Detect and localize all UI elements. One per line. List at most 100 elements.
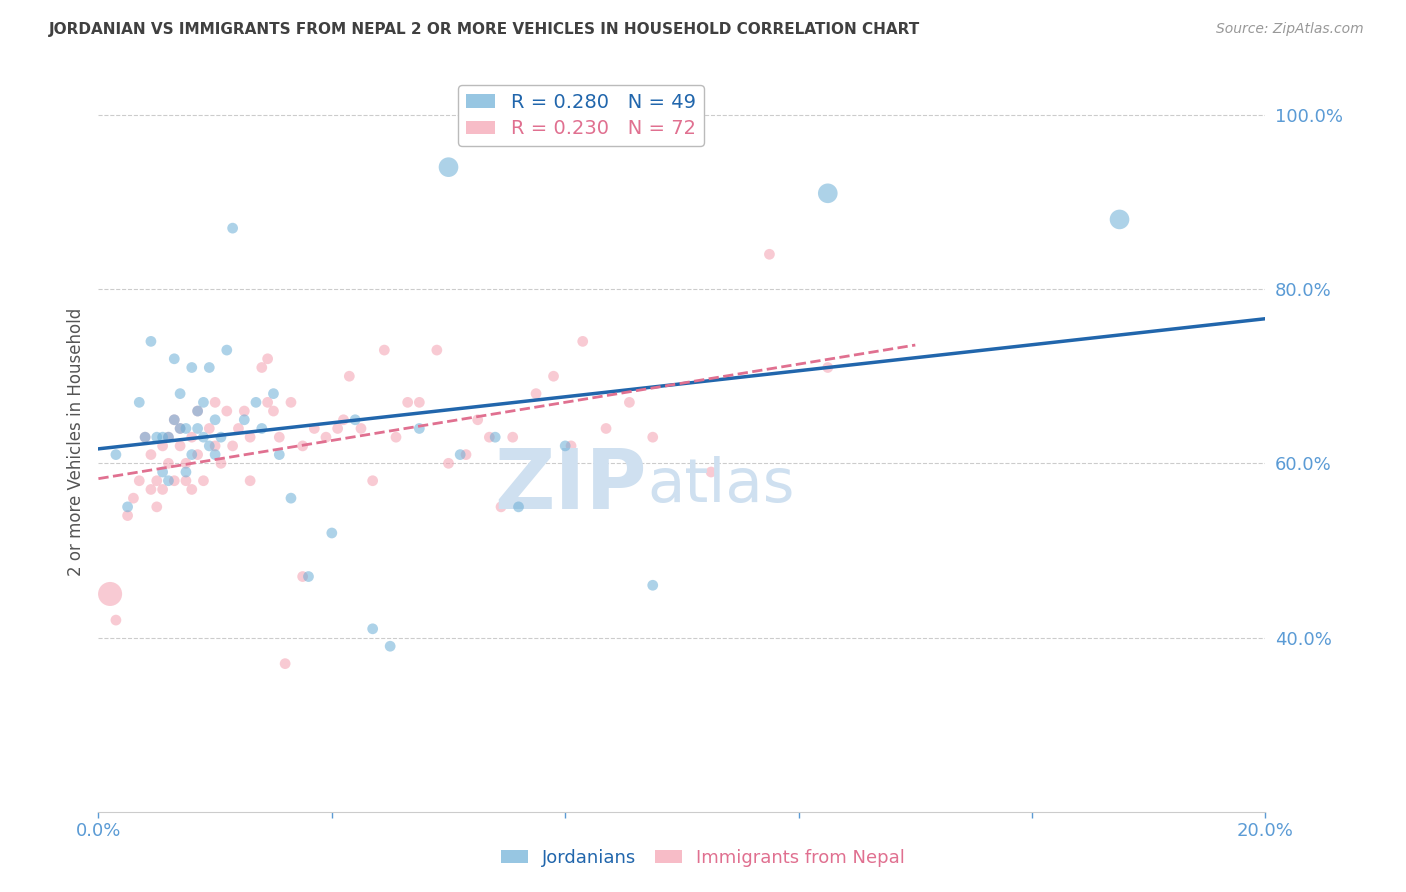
Point [326,421,349,435]
Point [1108,212,1130,227]
Point [122,491,145,505]
Point [291,569,314,583]
Point [139,334,162,349]
Point [269,448,291,462]
Point [198,360,221,375]
Point [641,430,664,444]
Point [221,221,243,235]
Point [180,430,202,444]
Point [478,430,501,444]
Point [350,421,373,435]
Point [274,657,297,671]
Point [321,526,343,541]
Point [280,491,302,505]
Point [152,465,174,479]
Point [641,578,664,592]
Point [187,448,209,462]
Point [256,351,278,366]
Point [524,386,547,401]
Point [297,569,319,583]
Point [233,413,256,427]
Point [408,395,430,409]
Point [134,430,156,444]
Point [239,430,262,444]
Point [502,430,524,444]
Point [700,465,723,479]
Point [193,430,215,444]
Point [454,448,477,462]
Point [198,421,221,435]
Text: ZIP: ZIP [495,445,647,526]
Point [467,413,489,427]
Point [117,500,139,514]
Point [291,439,314,453]
Point [245,395,267,409]
Point [385,430,408,444]
Point [221,439,243,453]
Point [169,421,191,435]
Point [152,439,174,453]
Point [361,622,384,636]
Point [396,395,419,409]
Point [233,404,256,418]
Point [163,351,186,366]
Point [304,421,326,435]
Point [128,474,150,488]
Point [571,334,593,349]
Point [560,439,582,453]
Point [543,369,565,384]
Point [187,421,209,435]
Point [174,456,197,470]
Point [250,421,273,435]
Point [163,413,186,427]
Point [250,360,273,375]
Point [180,483,202,497]
Point [426,343,449,357]
Point [204,439,226,453]
Point [169,386,191,401]
Point [209,456,232,470]
Point [193,395,215,409]
Point [139,448,162,462]
Point [489,500,512,514]
Y-axis label: 2 or more Vehicles in Household: 2 or more Vehicles in Household [66,308,84,575]
Point [228,421,250,435]
Point [146,474,169,488]
Point [344,413,367,427]
Point [187,404,209,418]
Point [361,474,384,488]
Text: Source: ZipAtlas.com: Source: ZipAtlas.com [1216,22,1364,37]
Point [256,395,278,409]
Point [157,430,180,444]
Point [204,413,226,427]
Point [198,439,221,453]
Point [174,465,197,479]
Legend: R = 0.280   N = 49, R = 0.230   N = 72: R = 0.280 N = 49, R = 0.230 N = 72 [458,85,703,146]
Text: JORDANIAN VS IMMIGRANTS FROM NEPAL 2 OR MORE VEHICLES IN HOUSEHOLD CORRELATION C: JORDANIAN VS IMMIGRANTS FROM NEPAL 2 OR … [49,22,921,37]
Point [437,456,460,470]
Point [262,404,284,418]
Point [174,421,197,435]
Point [146,430,169,444]
Point [380,639,402,653]
Point [508,500,530,514]
Point [169,421,191,435]
Point [193,474,215,488]
Legend: Jordanians, Immigrants from Nepal: Jordanians, Immigrants from Nepal [494,842,912,874]
Point [332,413,354,427]
Point [315,430,337,444]
Point [180,448,202,462]
Point [554,439,576,453]
Point [152,483,174,497]
Point [437,160,460,174]
Point [157,430,180,444]
Point [157,474,180,488]
Point [215,343,238,357]
Point [146,500,169,514]
Point [128,395,150,409]
Point [215,404,238,418]
Point [239,474,262,488]
Point [139,483,162,497]
Point [169,439,191,453]
Point [204,448,226,462]
